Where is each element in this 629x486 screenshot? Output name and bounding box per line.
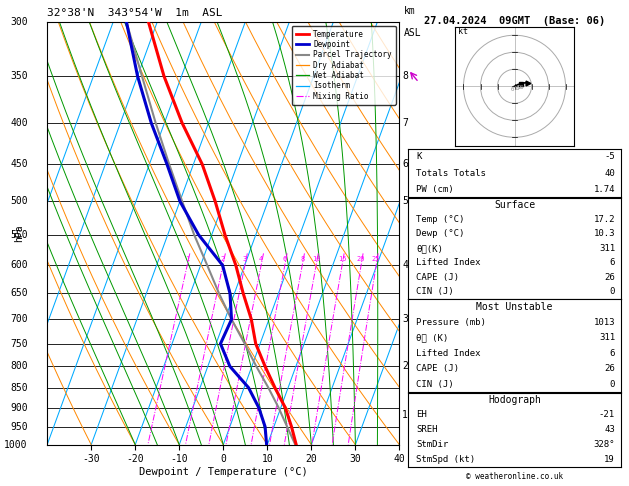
- Text: SREH: SREH: [416, 425, 438, 434]
- Text: 26: 26: [604, 273, 615, 282]
- Text: 0: 0: [610, 287, 615, 296]
- Text: 750: 750: [10, 339, 28, 348]
- Text: 2: 2: [221, 256, 225, 262]
- Text: StmDir: StmDir: [416, 440, 448, 449]
- Text: 43: 43: [604, 425, 615, 434]
- Text: StmSpd (kt): StmSpd (kt): [416, 455, 476, 464]
- Text: 311: 311: [599, 244, 615, 253]
- Text: 32°38'N  343°54'W  1m  ASL: 32°38'N 343°54'W 1m ASL: [47, 8, 223, 18]
- Text: 10: 10: [514, 86, 520, 91]
- Text: 600: 600: [10, 260, 28, 270]
- Text: ASL: ASL: [404, 28, 421, 38]
- Text: Temp (°C): Temp (°C): [416, 215, 465, 224]
- Text: Dewp (°C): Dewp (°C): [416, 229, 465, 239]
- Text: 15: 15: [338, 256, 347, 262]
- Text: CIN (J): CIN (J): [416, 380, 454, 389]
- Text: 6: 6: [610, 349, 615, 358]
- Text: Pressure (mb): Pressure (mb): [416, 318, 486, 327]
- Text: 40: 40: [604, 169, 615, 177]
- Text: 1000: 1000: [4, 440, 28, 450]
- Text: 2: 2: [402, 361, 408, 371]
- Text: 550: 550: [10, 230, 28, 240]
- Text: 6: 6: [610, 258, 615, 267]
- Text: 3: 3: [243, 256, 247, 262]
- Text: 450: 450: [10, 159, 28, 169]
- Text: 20: 20: [357, 256, 365, 262]
- Text: 800: 800: [10, 361, 28, 371]
- Text: Most Unstable: Most Unstable: [476, 302, 553, 312]
- Text: 27.04.2024  09GMT  (Base: 06): 27.04.2024 09GMT (Base: 06): [424, 16, 605, 26]
- Text: CAPE (J): CAPE (J): [416, 364, 459, 373]
- Text: 26: 26: [604, 364, 615, 373]
- Text: 0: 0: [610, 380, 615, 389]
- Text: © weatheronline.co.uk: © weatheronline.co.uk: [466, 472, 563, 481]
- Text: EH: EH: [416, 410, 427, 419]
- Text: 850: 850: [10, 382, 28, 393]
- Text: 1.74: 1.74: [594, 185, 615, 194]
- Text: 1013: 1013: [594, 318, 615, 327]
- Text: Hodograph: Hodograph: [488, 395, 541, 405]
- Text: 5: 5: [402, 196, 408, 206]
- Text: 7: 7: [402, 118, 408, 128]
- Text: kt: kt: [459, 27, 469, 35]
- Text: Surface: Surface: [494, 200, 535, 210]
- Text: LCL: LCL: [409, 411, 425, 420]
- Text: 400: 400: [10, 118, 28, 128]
- Text: Lifted Index: Lifted Index: [416, 349, 481, 358]
- Text: 700: 700: [10, 314, 28, 325]
- Text: 17.2: 17.2: [594, 215, 615, 224]
- Text: 1: 1: [185, 256, 189, 262]
- Text: 10.3: 10.3: [594, 229, 615, 239]
- Text: Totals Totals: Totals Totals: [416, 169, 486, 177]
- Text: 900: 900: [10, 403, 28, 413]
- Text: 650: 650: [10, 288, 28, 298]
- Text: 950: 950: [10, 422, 28, 432]
- Text: θᴇ (K): θᴇ (K): [416, 333, 448, 342]
- Text: CAPE (J): CAPE (J): [416, 273, 459, 282]
- Text: 6: 6: [402, 159, 408, 169]
- Text: 4: 4: [402, 260, 408, 270]
- Text: Lifted Index: Lifted Index: [416, 258, 481, 267]
- Text: 10: 10: [312, 256, 320, 262]
- Text: 0: 0: [510, 87, 513, 92]
- Text: 1: 1: [402, 410, 408, 420]
- Text: 25: 25: [372, 256, 381, 262]
- Text: km: km: [404, 5, 415, 16]
- Text: 20: 20: [517, 85, 523, 90]
- Text: θᴇ(K): θᴇ(K): [416, 244, 443, 253]
- Text: 3: 3: [402, 314, 408, 325]
- Text: PW (cm): PW (cm): [416, 185, 454, 194]
- Text: 350: 350: [10, 71, 28, 81]
- Text: 4: 4: [259, 256, 263, 262]
- Text: CIN (J): CIN (J): [416, 287, 454, 296]
- Text: 8: 8: [300, 256, 304, 262]
- Text: 500: 500: [10, 196, 28, 206]
- Text: Mixing Ratio (g/kg): Mixing Ratio (g/kg): [425, 182, 434, 284]
- Text: 8: 8: [402, 71, 408, 81]
- X-axis label: Dewpoint / Temperature (°C): Dewpoint / Temperature (°C): [139, 467, 308, 477]
- Text: hPa: hPa: [14, 225, 24, 242]
- Text: 6: 6: [282, 256, 287, 262]
- Text: 19: 19: [604, 455, 615, 464]
- Text: 311: 311: [599, 333, 615, 342]
- Legend: Temperature, Dewpoint, Parcel Trajectory, Dry Adiabat, Wet Adiabat, Isotherm, Mi: Temperature, Dewpoint, Parcel Trajectory…: [292, 26, 396, 104]
- Text: -5: -5: [604, 152, 615, 161]
- Text: -21: -21: [599, 410, 615, 419]
- Text: 300: 300: [10, 17, 28, 27]
- Text: 328°: 328°: [594, 440, 615, 449]
- Text: K: K: [416, 152, 421, 161]
